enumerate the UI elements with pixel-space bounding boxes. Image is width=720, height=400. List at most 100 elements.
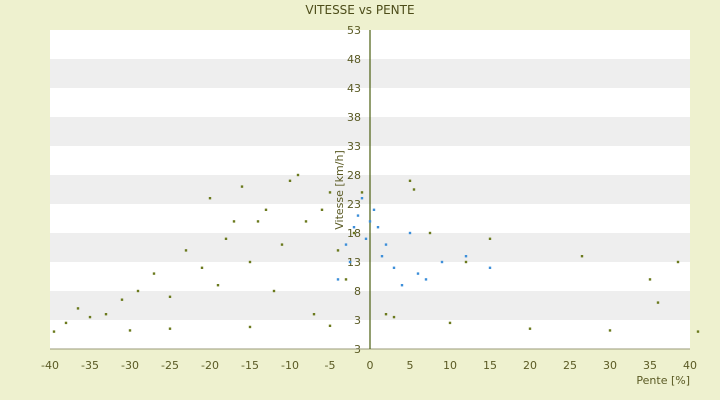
x-tick-label: -30 — [121, 359, 139, 372]
x-tick-label: 15 — [483, 359, 497, 372]
data-point — [352, 226, 356, 229]
data-point — [376, 226, 380, 229]
y-tick-label: 53 — [347, 24, 361, 37]
data-point — [264, 208, 268, 211]
data-point — [488, 237, 492, 240]
data-point — [372, 208, 376, 211]
chart-title: VITESSE vs PENTE — [305, 3, 414, 17]
data-point — [676, 260, 680, 264]
data-point — [224, 237, 228, 240]
y-tick-label: 43 — [347, 82, 361, 95]
data-point — [368, 220, 372, 223]
data-point — [464, 260, 468, 264]
data-point — [408, 179, 412, 182]
x-tick-label: -35 — [81, 359, 99, 372]
data-point — [168, 327, 172, 330]
y-tick-label: 33 — [347, 140, 361, 153]
data-point — [392, 315, 396, 319]
data-point — [272, 289, 276, 293]
y-tick-label: 8 — [354, 285, 361, 298]
y-tick-label: 38 — [347, 111, 361, 124]
data-point — [168, 295, 172, 298]
data-point — [608, 329, 612, 332]
data-point — [352, 231, 356, 235]
data-point — [696, 330, 700, 333]
data-point — [240, 185, 244, 188]
x-tick-label: -10 — [281, 359, 299, 372]
data-point — [120, 298, 124, 301]
data-point — [424, 278, 428, 281]
data-point — [320, 208, 324, 211]
data-point — [248, 260, 252, 264]
data-point — [296, 173, 300, 177]
y-tick-label: 13 — [347, 256, 361, 269]
data-point — [356, 214, 360, 217]
x-tick-label: -40 — [41, 359, 59, 372]
data-point — [348, 260, 352, 264]
x-tick-label: 35 — [643, 359, 657, 372]
data-point — [364, 237, 368, 240]
data-point — [344, 278, 348, 281]
x-tick-label: -20 — [201, 359, 219, 372]
data-point — [448, 321, 452, 325]
y-tick-label: 23 — [347, 198, 361, 211]
y-tick-label: 48 — [347, 53, 361, 66]
data-point — [64, 321, 68, 325]
data-point — [248, 325, 252, 329]
data-point — [384, 313, 388, 316]
data-point — [580, 255, 584, 258]
data-point — [52, 330, 56, 333]
y-tick-label: 28 — [347, 169, 361, 182]
data-point — [304, 220, 308, 223]
data-point — [380, 255, 384, 258]
x-axis-title: Pente [%] — [636, 374, 690, 387]
data-point — [312, 313, 316, 316]
data-point — [152, 272, 156, 275]
data-point — [232, 220, 236, 223]
x-tick-label: 5 — [407, 359, 414, 372]
data-point — [416, 272, 420, 275]
x-tick-labels: -40 -35 -30 -25 -20 -15 -10 -5 0 5 10 15 20 25 30 35 40 — [41, 359, 697, 372]
x-tick-label: -15 — [241, 359, 259, 372]
data-point — [360, 197, 364, 200]
data-point — [104, 313, 108, 316]
data-point — [648, 278, 652, 281]
data-point — [200, 266, 204, 269]
data-point — [656, 301, 660, 304]
data-point — [328, 191, 332, 194]
data-point — [256, 220, 260, 223]
data-point — [392, 266, 396, 269]
data-point — [400, 284, 404, 287]
data-points — [52, 173, 700, 333]
x-tick-label: 20 — [523, 359, 537, 372]
data-point — [88, 315, 92, 319]
data-point — [344, 243, 348, 246]
data-point — [384, 243, 388, 246]
data-point — [216, 284, 220, 287]
data-point — [428, 231, 432, 235]
y-axis-title: Vitesse [km/h] — [333, 150, 346, 230]
data-point — [184, 249, 188, 252]
x-tick-label: 30 — [603, 359, 617, 372]
data-point — [464, 255, 468, 258]
x-tick-label: 10 — [443, 359, 457, 372]
data-point — [488, 266, 492, 269]
data-point — [136, 289, 140, 293]
data-point — [328, 324, 332, 327]
data-point — [360, 191, 364, 194]
data-point — [336, 278, 340, 281]
data-point — [208, 197, 212, 200]
y-tick-label: 3 — [354, 314, 361, 327]
data-point — [288, 179, 292, 182]
data-point — [528, 327, 532, 330]
x-tick-label: -25 — [161, 359, 179, 372]
data-point — [408, 231, 412, 235]
data-point — [412, 188, 416, 191]
data-point — [440, 260, 444, 264]
data-point — [280, 243, 284, 246]
data-point — [76, 307, 80, 310]
x-tick-label: 40 — [683, 359, 697, 372]
data-point — [336, 249, 340, 252]
